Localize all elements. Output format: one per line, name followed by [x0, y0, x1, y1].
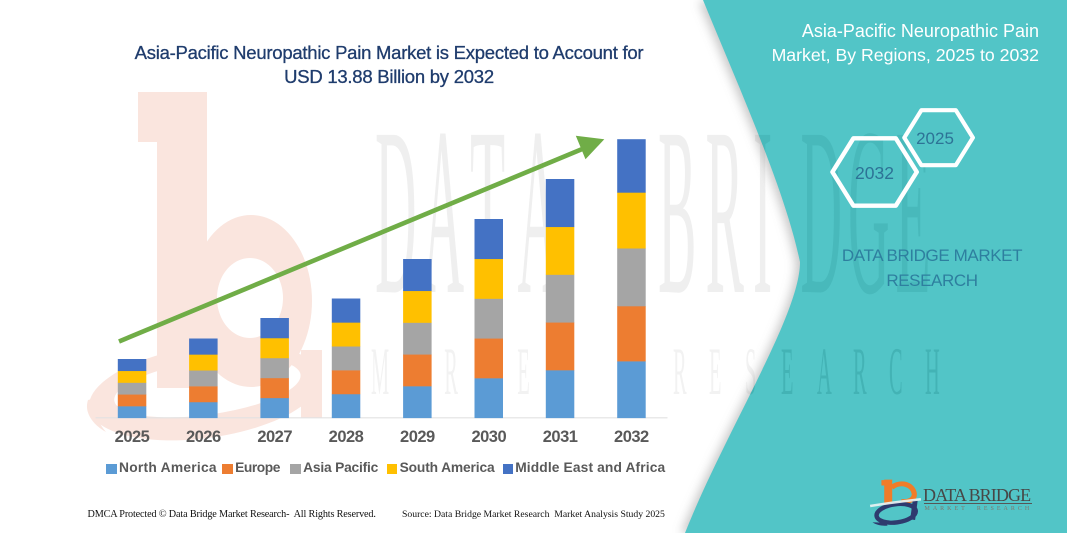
svg-text:E: E: [517, 333, 529, 409]
svg-text:B: B: [658, 77, 696, 344]
svg-text:G: G: [848, 77, 890, 344]
svg-text:R: R: [853, 333, 867, 409]
svg-text:R: R: [444, 333, 458, 409]
svg-text:A: A: [817, 333, 832, 409]
svg-text:R: R: [706, 77, 745, 344]
svg-text:D: D: [800, 77, 842, 344]
svg-text:S: S: [745, 333, 756, 409]
svg-text:R: R: [673, 333, 687, 409]
svg-text:C: C: [889, 333, 903, 409]
svg-text:H: H: [925, 333, 940, 409]
svg-text:E: E: [781, 333, 793, 409]
svg-text:M: M: [371, 333, 389, 409]
svg-text:E: E: [709, 333, 721, 409]
